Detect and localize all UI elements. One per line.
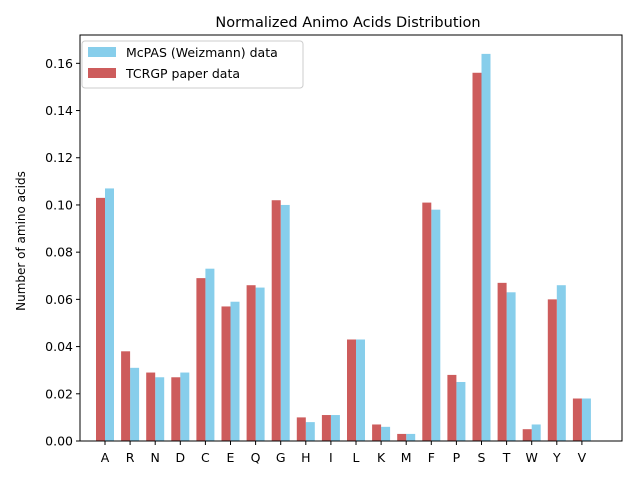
legend: McPAS (Weizmann) data TCRGP paper data <box>81 40 304 89</box>
x-tick-label: L <box>353 450 360 465</box>
bar-H-tcrgp <box>296 417 306 441</box>
bar-Q-tcrgp <box>246 285 256 441</box>
x-tick-label: P <box>453 450 461 465</box>
bar-R-mcpas <box>130 367 140 441</box>
x-tick-label: H <box>301 450 310 465</box>
bar-P-tcrgp <box>447 374 457 441</box>
x-tick-label: G <box>276 450 286 465</box>
bar-G-tcrgp <box>271 200 281 441</box>
y-tick-label: 0.16 <box>45 56 73 71</box>
bar-I-mcpas <box>330 415 340 441</box>
bar-A-mcpas <box>105 188 114 441</box>
x-tick-label: I <box>329 450 333 465</box>
x-tick-label: S <box>478 450 486 465</box>
bar-K-tcrgp <box>372 424 382 441</box>
bar-V-tcrgp <box>572 398 582 441</box>
x-tick-label: T <box>502 450 511 465</box>
bar-D-tcrgp <box>171 377 181 441</box>
bar-T-tcrgp <box>497 282 507 441</box>
bar-C-tcrgp <box>196 278 206 441</box>
bars-group <box>96 53 591 441</box>
bar-M-tcrgp <box>397 433 407 441</box>
bar-L-tcrgp <box>347 339 356 441</box>
bar-M-mcpas <box>406 433 416 441</box>
bar-D-mcpas <box>180 372 190 441</box>
x-tick-label: A <box>101 450 110 465</box>
bar-L-mcpas <box>356 339 365 441</box>
x-tick-label: K <box>377 450 386 465</box>
legend-box <box>81 40 304 89</box>
x-tick-label: N <box>151 450 160 465</box>
bar-C-mcpas <box>205 268 215 441</box>
bar-N-mcpas <box>155 377 165 441</box>
bar-Y-mcpas <box>556 285 566 441</box>
bar-P-mcpas <box>456 381 466 441</box>
bar-V-mcpas <box>581 398 591 441</box>
legend-label-mcpas: McPAS (Weizmann) data <box>126 45 278 60</box>
chart-title: Normalized Animo Acids Distribution <box>215 15 480 31</box>
bar-R-tcrgp <box>121 351 131 441</box>
bar-Q-mcpas <box>255 287 265 441</box>
x-tick-label: W <box>526 450 538 465</box>
x-tick-label: R <box>126 450 135 465</box>
bar-S-tcrgp <box>472 72 482 441</box>
y-tick-label: 0.04 <box>45 339 73 354</box>
x-tick-label: C <box>201 450 210 465</box>
x-tick-label: E <box>227 450 235 465</box>
bar-W-tcrgp <box>522 429 532 441</box>
y-tick-label: 0.14 <box>45 103 73 118</box>
y-axis-label: Number of amino acids <box>14 171 28 311</box>
x-tick-label: M <box>401 450 412 465</box>
y-tick-label: 0.02 <box>45 386 73 401</box>
legend-swatch-mcpas <box>88 47 116 57</box>
plot-frame <box>79 34 623 442</box>
legend-swatch-tcrgp <box>88 68 116 78</box>
y-axis-ticks: 0.00 0.02 0.04 0.06 0.08 0.10 0.12 0.14 0.16 <box>45 56 80 449</box>
bar-Y-tcrgp <box>547 299 557 441</box>
y-tick-label: 0.08 <box>45 245 73 260</box>
bar-H-mcpas <box>305 422 315 441</box>
bar-N-tcrgp <box>146 372 156 441</box>
bar-K-mcpas <box>381 426 391 441</box>
x-tick-label: Y <box>552 450 561 465</box>
legend-label-tcrgp: TCRGP paper data <box>125 66 240 81</box>
bar-I-tcrgp <box>321 415 331 441</box>
bar-E-tcrgp <box>221 306 231 441</box>
bar-W-mcpas <box>531 424 541 441</box>
y-tick-label: 0.12 <box>45 150 73 165</box>
bar-F-mcpas <box>431 209 441 441</box>
bar-E-mcpas <box>230 301 240 441</box>
bar-A-tcrgp <box>96 197 105 441</box>
x-tick-label: F <box>428 450 435 465</box>
x-tick-label: V <box>578 450 587 465</box>
bar-S-mcpas <box>481 53 491 441</box>
x-tick-label: Q <box>251 450 261 465</box>
y-tick-label: 0.00 <box>45 434 73 449</box>
x-tick-label: D <box>175 450 185 465</box>
bar-T-mcpas <box>506 292 516 441</box>
y-tick-label: 0.06 <box>45 292 73 307</box>
y-tick-label: 0.10 <box>45 197 73 212</box>
bar-F-tcrgp <box>422 202 432 441</box>
bar-G-mcpas <box>280 204 290 441</box>
